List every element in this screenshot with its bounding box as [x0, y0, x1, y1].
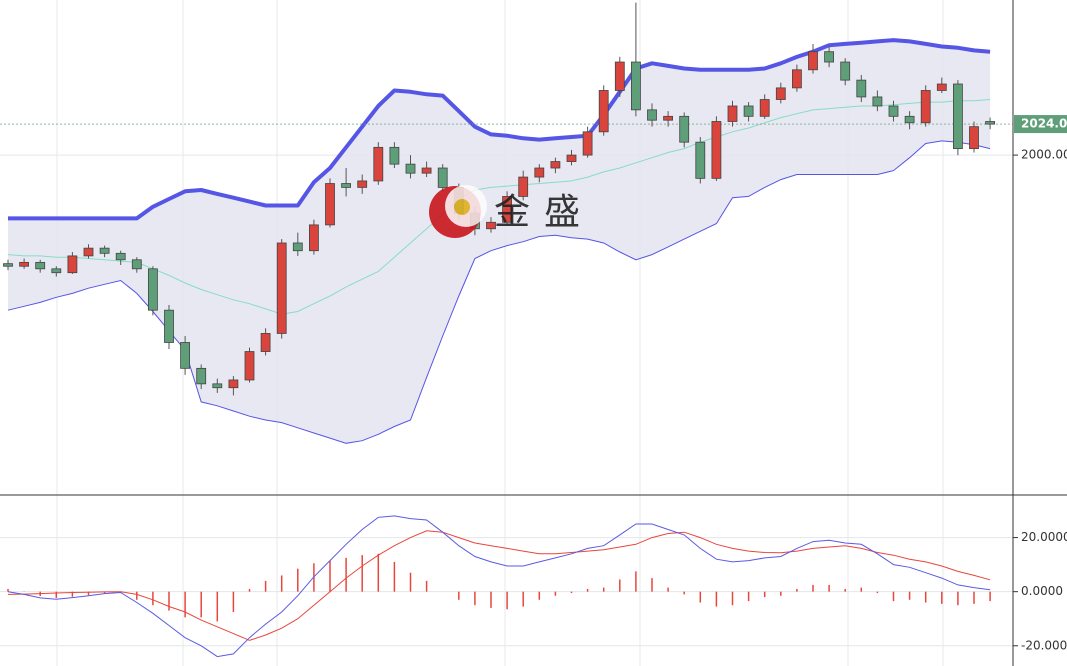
- last-price-box: [1014, 115, 1067, 134]
- candle-body: [888, 105, 899, 117]
- candle-body: [647, 109, 657, 121]
- last-price-label: 2024.00: [1021, 117, 1067, 131]
- upper-band: [8, 38, 991, 221]
- candle-body: [115, 252, 126, 261]
- candle-body: [840, 61, 851, 81]
- dea-line: [7, 530, 991, 641]
- candle-body: [502, 196, 513, 223]
- candle-body: [872, 96, 883, 107]
- dif-line: [7, 515, 991, 658]
- candle-body: [598, 90, 609, 133]
- candle-body: [292, 242, 303, 252]
- candle-body: [19, 261, 30, 267]
- candle-body: [35, 261, 46, 270]
- candle-body: [212, 383, 223, 389]
- candle-body: [389, 146, 400, 165]
- candle-body: [373, 146, 384, 182]
- watermark: 金盛: [429, 185, 594, 238]
- candle-body: [276, 242, 287, 334]
- candle-body: [904, 115, 915, 124]
- candle-body: [969, 126, 979, 150]
- y-tick-label: 0.0000: [1021, 584, 1063, 598]
- candle-body: [920, 90, 931, 124]
- candle-body: [147, 268, 158, 311]
- y-tick-label: 20.0000: [1021, 530, 1067, 544]
- y-tick-label: -20.0000: [1021, 638, 1067, 652]
- candle-body: [953, 83, 963, 150]
- candle-body: [3, 263, 13, 267]
- candle-body: [856, 79, 867, 98]
- candle-body: [534, 167, 545, 178]
- logo-dot: [454, 199, 470, 215]
- middle-band: [7, 99, 991, 315]
- candle-body: [695, 141, 706, 179]
- candle-body: [743, 105, 754, 117]
- candle-body: [357, 180, 368, 188]
- candle-body: [663, 115, 673, 121]
- candle-body: [405, 163, 416, 174]
- candle-body: [244, 351, 255, 381]
- band-area: [8, 40, 991, 444]
- candle-body: [631, 61, 641, 111]
- candle-body: [711, 121, 722, 179]
- candle-body: [180, 342, 191, 369]
- candle-body: [83, 247, 94, 257]
- candle-body: [985, 121, 995, 125]
- candle-body: [518, 176, 529, 197]
- candle-body: [196, 367, 207, 385]
- candle-body: [614, 61, 625, 91]
- candle-body: [51, 268, 62, 274]
- candle-body: [679, 115, 690, 143]
- candle-body: [437, 167, 448, 188]
- candle-body: [566, 154, 577, 162]
- candle-body: [341, 183, 352, 188]
- candle-body: [99, 247, 110, 254]
- candle-body: [260, 333, 271, 352]
- candle-body: [164, 309, 174, 343]
- candle-body: [582, 131, 593, 156]
- candle-body: [486, 221, 496, 230]
- candle-body: [421, 167, 432, 174]
- candle-body: [308, 224, 319, 252]
- candle-body: [808, 51, 818, 71]
- candle-body: [228, 379, 239, 389]
- candle-body: [550, 161, 561, 169]
- watermark-text: 金盛: [494, 192, 594, 233]
- y-tick-label: 2000.00: [1021, 148, 1067, 162]
- candle-body: [936, 83, 947, 91]
- candle-body: [775, 87, 786, 100]
- candle-body: [792, 69, 802, 89]
- candle-body: [67, 255, 78, 274]
- candle-body: [727, 105, 738, 122]
- candle-body: [824, 51, 834, 63]
- candle-body: [759, 99, 770, 117]
- candle-body: [325, 183, 335, 226]
- candle-body: [131, 259, 142, 270]
